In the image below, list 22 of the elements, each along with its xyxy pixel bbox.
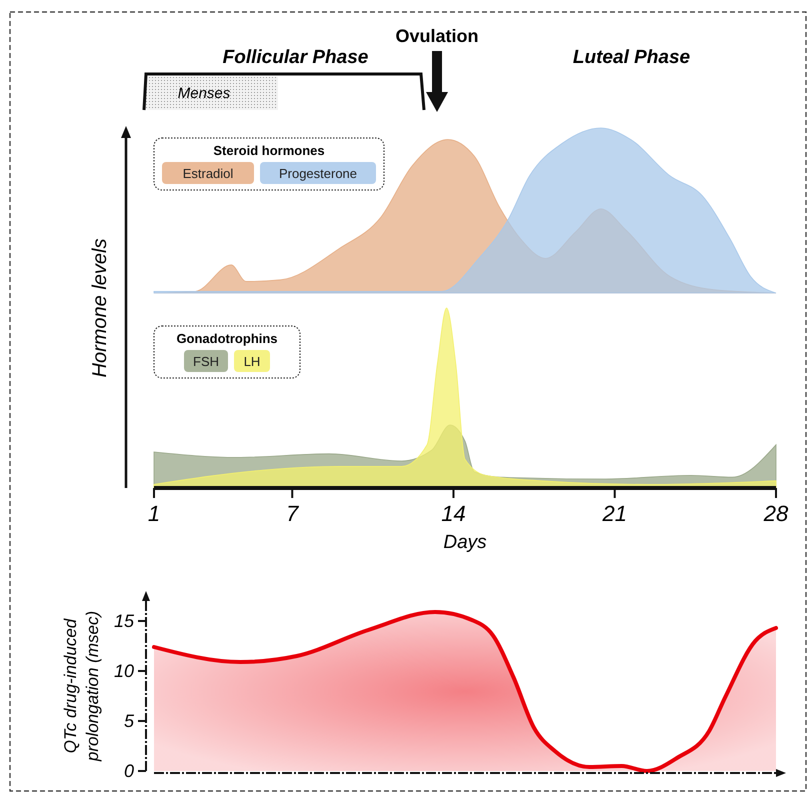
- x-tick-label: 7: [286, 501, 300, 526]
- legend-title: Gonadotrophins: [176, 331, 278, 346]
- y-tick-label: 0: [124, 761, 134, 781]
- text: LH: [244, 354, 260, 369]
- x-tick-label: 21: [602, 501, 627, 526]
- x-tick-label: 14: [441, 501, 466, 526]
- text: FSH: [193, 354, 219, 369]
- legend-title: Steroid hormones: [213, 143, 325, 158]
- y-tick-label: 15: [114, 611, 135, 631]
- x-tick-label: 1: [148, 501, 160, 526]
- y-axis-title: QTc drug-induced prolongation (msec): [61, 610, 102, 762]
- x-axis-title: Days: [443, 532, 488, 553]
- text: Luteal Phase: [572, 47, 691, 68]
- y-tick-label: 5: [124, 711, 135, 731]
- text: Ovulation: [396, 26, 479, 46]
- text: Progesterone: [278, 166, 358, 181]
- text: Follicular Phase: [222, 47, 369, 68]
- x-tick-label: 28: [762, 501, 789, 526]
- text: Estradiol: [182, 166, 234, 181]
- y-axis-title: Hormone levels: [89, 238, 111, 378]
- text: Menses: [178, 85, 231, 102]
- y-tick-label: 10: [114, 661, 134, 681]
